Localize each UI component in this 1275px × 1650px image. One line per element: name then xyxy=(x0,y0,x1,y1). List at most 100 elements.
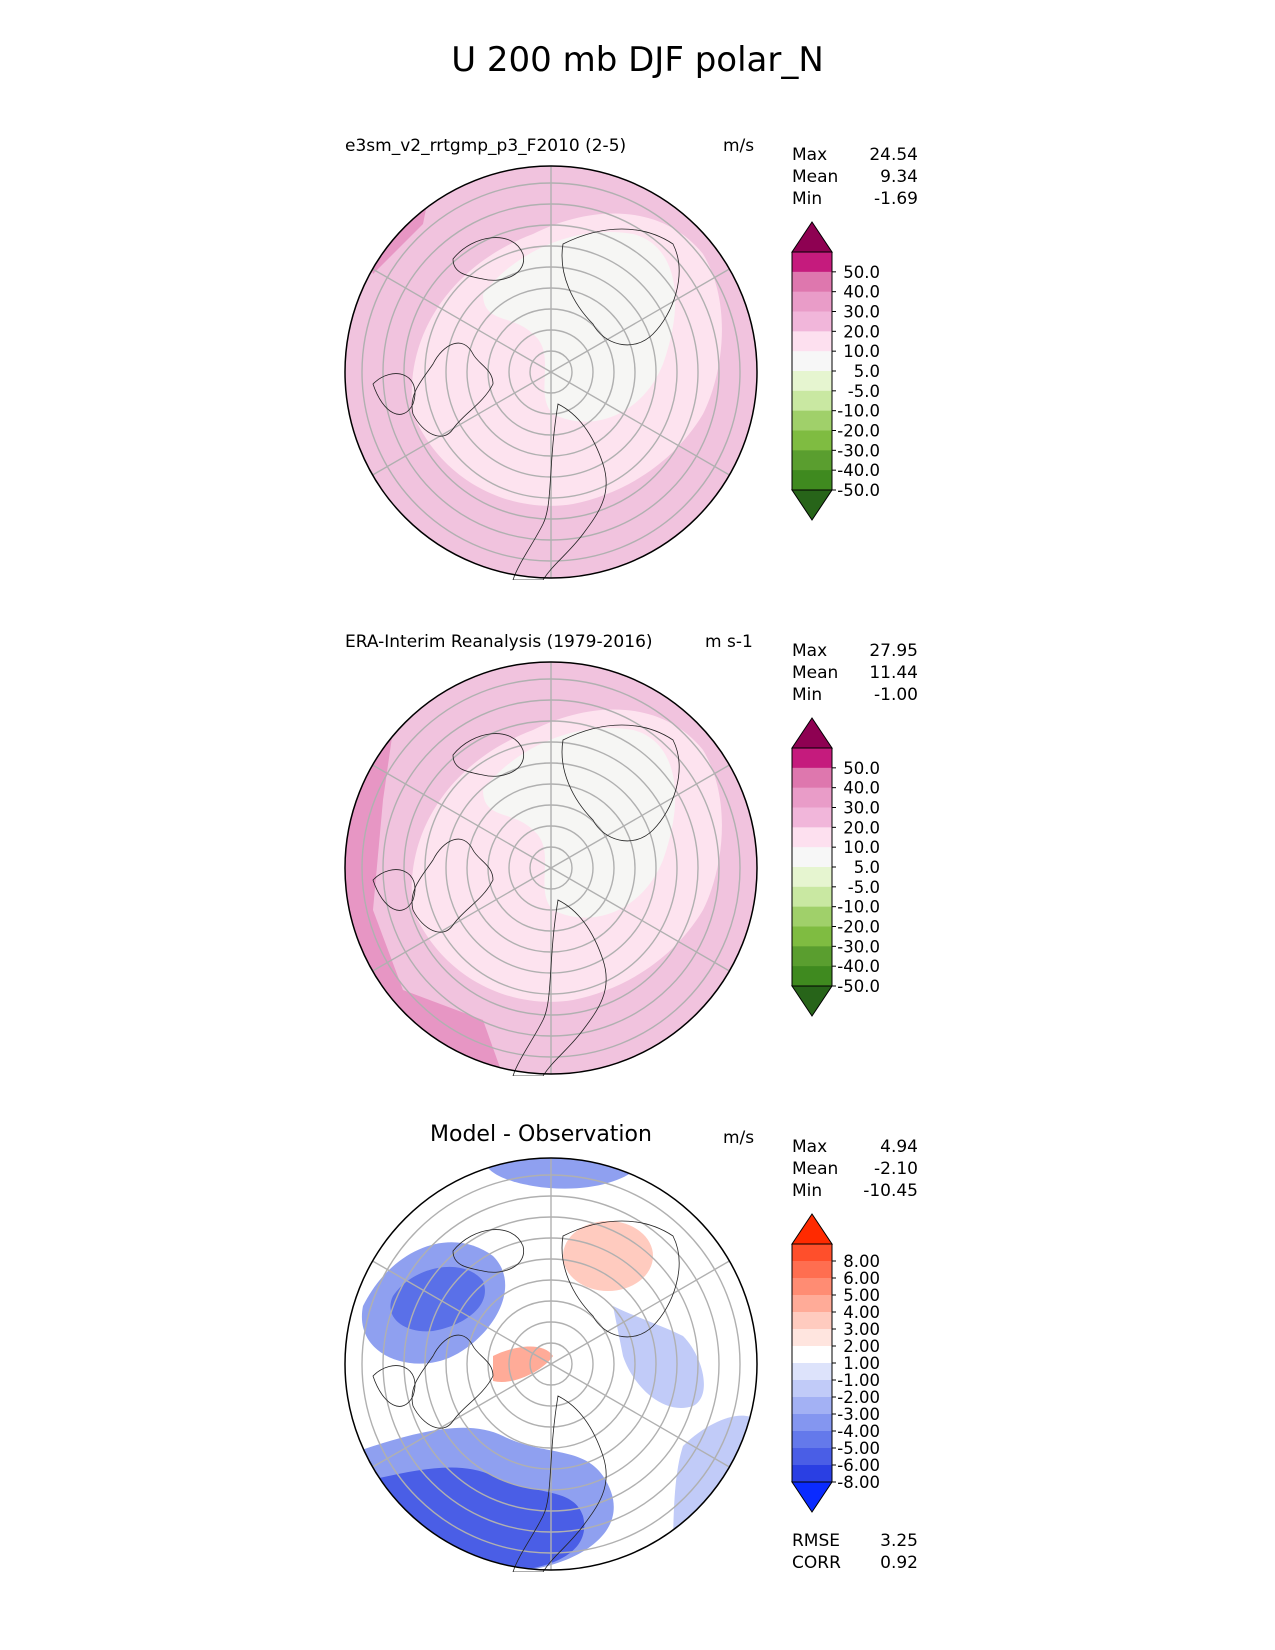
colorbar-segment xyxy=(792,1244,832,1262)
panel-title-reference: ERA-Interim Reanalysis (1979-2016) xyxy=(345,632,653,652)
colorbar-tick-label: 30.0 xyxy=(843,799,880,818)
field-contour xyxy=(483,728,676,918)
coastline xyxy=(411,838,494,933)
colorbar-segment xyxy=(792,430,832,451)
meridian-line xyxy=(550,268,730,373)
coastline xyxy=(512,403,607,580)
colorbar-tick-label: -3.00 xyxy=(837,1405,880,1424)
stat-value: 27.95 xyxy=(869,641,918,661)
colorbar-segment xyxy=(792,1312,832,1330)
coastline xyxy=(561,228,680,346)
colorbar-segment xyxy=(792,1465,832,1483)
coastline xyxy=(452,733,525,777)
units-reference: m s-1 xyxy=(705,632,753,652)
metric-value: 0.92 xyxy=(880,1553,918,1573)
stat-label: Min xyxy=(792,685,823,705)
colorbar-tick-label: 40.0 xyxy=(843,283,880,302)
colorbar-tick-label: -6.00 xyxy=(837,1456,880,1475)
colorbar-tick-label: -1.00 xyxy=(837,1371,880,1390)
colorbar-reference: 50.040.030.020.010.05.0-5.0-10.0-20.0-30… xyxy=(791,717,880,1017)
colorbar-labels: 50.040.030.020.010.05.0-5.0-10.0-20.0-30… xyxy=(832,759,880,996)
units-test: m/s xyxy=(723,136,755,156)
colorbar-segment xyxy=(792,271,832,293)
diff-region xyxy=(613,1306,704,1408)
colorbar-extend-max xyxy=(791,221,833,253)
map-boundary xyxy=(344,661,758,1075)
diff-region xyxy=(493,1346,553,1382)
colorbar-segment xyxy=(792,390,832,412)
colorbar-swatches xyxy=(791,221,833,521)
stat-value: -2.10 xyxy=(874,1159,918,1179)
stat-value: 24.54 xyxy=(869,145,918,165)
field-contour xyxy=(483,232,676,422)
colorbar-tick-label: 3.00 xyxy=(843,1320,880,1339)
colorbar-tick-label: 1.00 xyxy=(843,1354,880,1373)
colorbar-diff: 8.006.005.004.003.002.001.00-1.00-2.00-3… xyxy=(791,1213,880,1513)
colorbar-segment xyxy=(792,311,832,332)
colorbar-tick-label: 2.00 xyxy=(843,1337,880,1356)
meridian-line xyxy=(550,1260,730,1365)
colorbar-tick-label: 30.0 xyxy=(843,303,880,322)
colorbar-tick-label: 40.0 xyxy=(843,779,880,798)
meridian-line xyxy=(372,371,552,476)
colorbar-segment xyxy=(792,410,832,431)
colorbar-segment xyxy=(792,1431,832,1449)
colorbar-segment xyxy=(792,886,832,908)
colorbar-labels: 8.006.005.004.003.002.001.00-1.00-2.00-3… xyxy=(832,1252,880,1492)
colorbar-tick-label: 8.00 xyxy=(843,1252,880,1271)
colorbar-segment xyxy=(792,847,832,868)
colorbar-segment xyxy=(792,906,832,927)
colorbar-tick-label: -50.0 xyxy=(837,977,880,996)
stat-value: -10.45 xyxy=(863,1181,918,1201)
colorbar-segment xyxy=(792,450,832,471)
colorbar-tick-label: -8.00 xyxy=(837,1473,880,1492)
colorbar-segment xyxy=(792,767,832,789)
colorbar-segment xyxy=(792,1448,832,1466)
colorbar-tick-label: -50.0 xyxy=(837,481,880,500)
graticule xyxy=(361,662,741,1074)
stat-label: Max xyxy=(792,145,828,165)
coastline xyxy=(411,1334,494,1429)
polar-map-reference xyxy=(344,661,758,1076)
stat-label: Max xyxy=(792,641,828,661)
metric-label: RMSE xyxy=(792,1531,841,1551)
stat-value: -1.00 xyxy=(874,685,918,705)
stats-reference: Max 27.95 Mean 11.44 Min -1.00 xyxy=(792,640,918,706)
metric-label: CORR xyxy=(792,1553,841,1573)
colorbar-extend-max xyxy=(791,717,833,749)
colorbar-labels: 50.040.030.020.010.05.0-5.0-10.0-20.0-30… xyxy=(832,263,880,500)
stats-test: Max 24.54 Mean 9.34 Min -1.69 xyxy=(792,144,918,210)
colorbar-segment xyxy=(792,926,832,947)
map-boundary xyxy=(344,1157,758,1571)
colorbar-tick-label: -20.0 xyxy=(837,422,880,441)
stat-label: Min xyxy=(792,189,823,209)
map-boundary xyxy=(344,165,758,579)
colorbar-segment xyxy=(792,946,832,967)
colorbar-tick-label: -30.0 xyxy=(837,937,880,956)
units-diff: m/s xyxy=(723,1128,755,1148)
stat-label: Min xyxy=(792,1181,823,1201)
meridian-line xyxy=(372,867,552,972)
colorbar-extend-max xyxy=(791,1213,833,1245)
colorbar-segment xyxy=(792,827,832,848)
colorbar-tick-label: 50.0 xyxy=(843,263,880,282)
colorbar-segment xyxy=(792,966,832,987)
stat-label: Max xyxy=(792,1137,828,1157)
colorbar-segment xyxy=(792,807,832,828)
colorbar-tick-label: -40.0 xyxy=(837,461,880,480)
colorbar-tick-label: 50.0 xyxy=(843,759,880,778)
coastline xyxy=(452,1229,525,1273)
coastlines xyxy=(372,1220,680,1572)
polar-map-diff xyxy=(344,1157,758,1572)
polar-map-test xyxy=(344,165,758,580)
colorbar-segment xyxy=(792,1329,832,1347)
coastline xyxy=(372,373,416,415)
colorbar-segment xyxy=(792,787,832,808)
colorbar-segment xyxy=(792,470,832,491)
colorbar-segment xyxy=(792,252,832,273)
colorbar-tick-label: 4.00 xyxy=(843,1303,880,1322)
stat-value: 11.44 xyxy=(869,663,918,683)
stats-diff: Max 4.94 Mean -2.10 Min -10.45 xyxy=(792,1136,918,1202)
colorbar-tick-label: -30.0 xyxy=(837,441,880,460)
stat-value: 9.34 xyxy=(880,167,918,187)
